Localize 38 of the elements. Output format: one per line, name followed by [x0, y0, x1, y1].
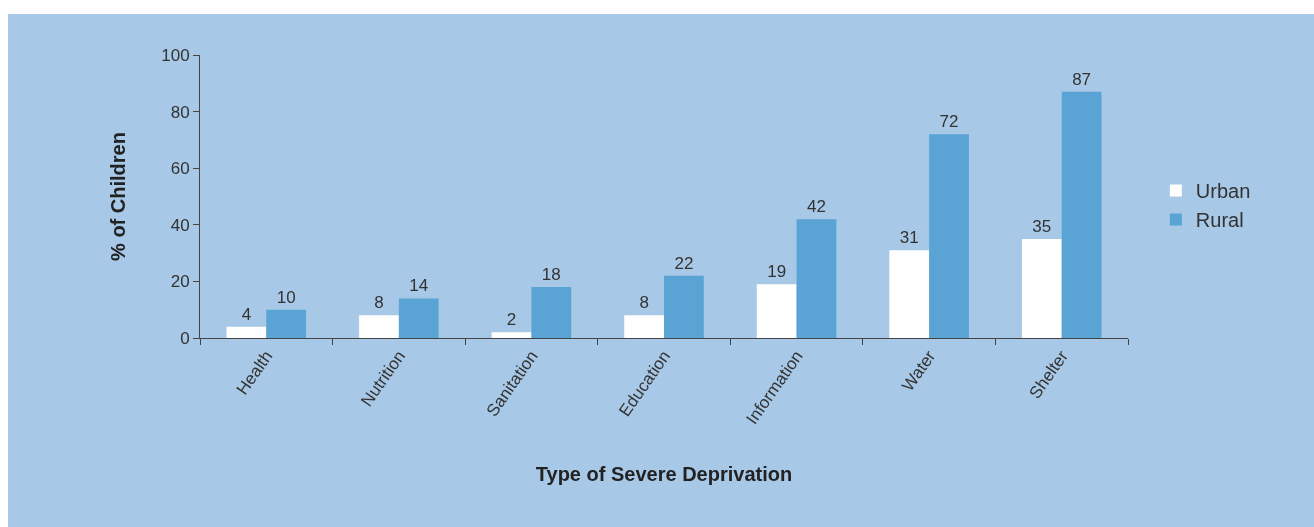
y-axis-title: % of Children — [106, 132, 129, 261]
bar — [1061, 91, 1102, 338]
bar — [226, 326, 267, 338]
legend-label: Urban — [1195, 180, 1251, 203]
data-label: 8 — [374, 293, 384, 313]
data-label: 87 — [1072, 69, 1092, 89]
bar — [266, 309, 307, 338]
data-label: 14 — [409, 276, 429, 296]
y-tick-label: 80 — [170, 102, 190, 122]
bar — [756, 284, 797, 338]
bar — [889, 250, 930, 338]
bar — [491, 332, 532, 338]
bar — [531, 287, 572, 338]
legend-label: Rural — [1195, 209, 1244, 232]
bar — [929, 134, 969, 338]
data-label: 19 — [767, 262, 787, 282]
data-label: 42 — [806, 197, 826, 217]
x-axis-title: Type of Severe Deprivation — [535, 463, 793, 486]
y-tick-label: 100 — [161, 45, 190, 65]
bar — [398, 298, 439, 338]
bar — [1021, 238, 1062, 338]
data-label: 31 — [899, 228, 919, 248]
bar — [359, 315, 399, 338]
bar — [664, 275, 704, 338]
y-tick-label: 40 — [170, 215, 190, 235]
y-tick-label: 60 — [170, 159, 190, 179]
bar — [796, 219, 837, 338]
data-label: 4 — [241, 304, 252, 324]
data-label: 8 — [639, 293, 649, 313]
data-label: 35 — [1032, 216, 1052, 236]
data-label: 10 — [276, 287, 296, 307]
data-label: 2 — [506, 310, 517, 330]
data-label: 72 — [939, 112, 959, 132]
data-label: 18 — [541, 265, 561, 285]
data-label: 22 — [674, 253, 694, 273]
y-tick-label: 20 — [170, 272, 190, 292]
y-tick-label: 0 — [180, 328, 190, 348]
bar — [624, 315, 664, 338]
